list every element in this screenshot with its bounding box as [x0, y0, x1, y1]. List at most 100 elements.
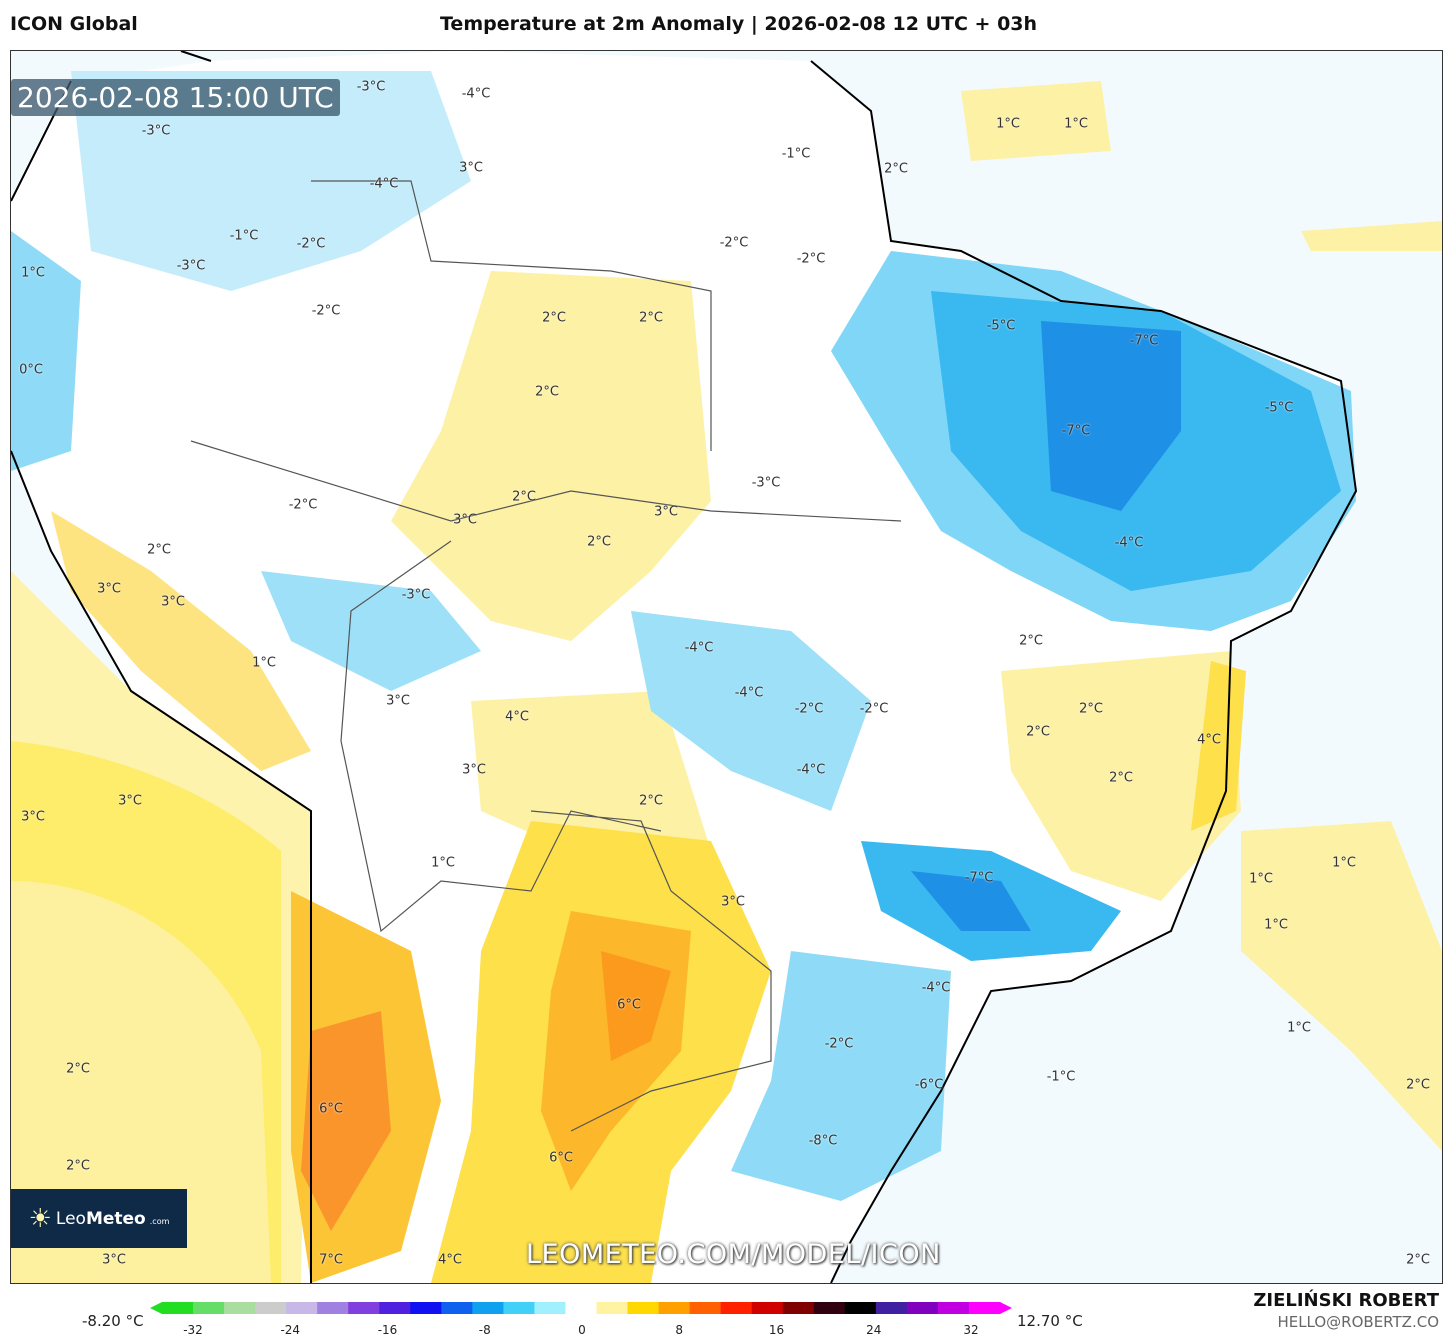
colorbar-swatch: [441, 1302, 473, 1314]
contour-label: -1°C: [229, 228, 259, 244]
contour-label: -2°C: [794, 701, 824, 717]
contour-label: -7°C: [1129, 333, 1159, 349]
colorbar-min-arrow: [150, 1302, 162, 1314]
colorbar-tick-label: -32: [183, 1323, 203, 1337]
contour-label: 1°C: [431, 855, 455, 871]
colorbar-swatch: [255, 1302, 287, 1314]
contour-label: -2°C: [824, 1036, 854, 1052]
contour-label: 1°C: [1249, 871, 1273, 887]
contour-label: -4°C: [461, 86, 491, 102]
contour-label: -2°C: [288, 497, 318, 513]
contour-label: 3°C: [118, 793, 142, 809]
contour-label: 3°C: [654, 504, 678, 520]
contour-label: -2°C: [859, 701, 889, 717]
contour-label: 2°C: [1026, 724, 1050, 740]
colorbar-tick-label: -16: [377, 1323, 398, 1337]
valid-time-badge: 2026-02-08 15:00 UTC: [11, 79, 340, 116]
colorbar-swatch: [596, 1302, 629, 1314]
coastline: [11, 51, 1358, 1283]
colorbar-swatch: [410, 1302, 442, 1314]
contour-label: -7°C: [1061, 423, 1091, 439]
contour-label: 2°C: [512, 489, 536, 505]
colorbar-swatch: [813, 1302, 846, 1314]
contour-label: 1°C: [1287, 1020, 1311, 1036]
contour-label: -2°C: [311, 303, 341, 319]
contour-label: -3°C: [176, 258, 206, 274]
colorbar-swatch: [844, 1302, 877, 1314]
colorbar-swatch: [782, 1302, 815, 1314]
contour-label: 3°C: [459, 160, 483, 176]
colorbar-swatch: [968, 1302, 1001, 1314]
contour-label: 6°C: [617, 997, 641, 1013]
colorbar-max-arrow: [1000, 1302, 1012, 1314]
contour-label: -4°C: [921, 980, 951, 996]
colorbar-swatch: [565, 1302, 598, 1314]
contour-label: -1°C: [781, 146, 811, 162]
contour-label: -3°C: [356, 79, 386, 95]
contour-label: 2°C: [884, 161, 908, 177]
contour-label: -2°C: [796, 251, 826, 267]
contour-label: 3°C: [462, 762, 486, 778]
colorbar-swatch: [317, 1302, 349, 1314]
colorbar-swatch: [658, 1302, 691, 1314]
contour-label: 2°C: [66, 1158, 90, 1174]
contour-label: -4°C: [734, 685, 764, 701]
colorbar-swatch: [627, 1302, 660, 1314]
contour-label: 6°C: [319, 1101, 343, 1117]
contour-label: 1°C: [21, 265, 45, 281]
colorbar-max-label: 12.70 °C: [1017, 1312, 1083, 1330]
country-borders: [190, 180, 902, 1132]
contour-label: 3°C: [386, 693, 410, 709]
chart-title: Temperature at 2m Anomaly | 2026-02-08 1…: [440, 13, 1038, 35]
contour-label: 3°C: [97, 581, 121, 597]
contour-label: 2°C: [1019, 633, 1043, 649]
contour-label: 2°C: [1406, 1252, 1430, 1268]
contour-label: -7°C: [964, 870, 994, 886]
contour-label: 4°C: [1197, 732, 1221, 748]
colorbar-tick-label: 8: [675, 1323, 684, 1337]
contour-label: 1°C: [252, 655, 276, 671]
contour-label: -4°C: [1114, 535, 1144, 551]
colorbar-swatch: [906, 1302, 939, 1314]
colorbar-swatch: [534, 1302, 566, 1314]
colorbar-tick-label: -8: [478, 1323, 491, 1337]
contour-label: 2°C: [542, 310, 566, 326]
colorbar-swatch: [286, 1302, 318, 1314]
contour-label: -3°C: [401, 587, 431, 603]
contour-label: 2°C: [147, 542, 171, 558]
colorbar-swatch: [503, 1302, 535, 1314]
contour-label: -2°C: [296, 236, 326, 252]
model-name: ICON Global: [10, 13, 138, 35]
contour-label: 2°C: [587, 534, 611, 550]
logo-text-com: .com: [149, 1216, 170, 1226]
colorbar-swatch: [875, 1302, 908, 1314]
colorbar-tick-label: 24: [866, 1323, 882, 1337]
contour-label: 2°C: [639, 793, 663, 809]
colorbar-swatch: [379, 1302, 411, 1314]
contour-label: 3°C: [21, 809, 45, 825]
contour-label: 0°C: [19, 362, 43, 378]
colorbar-swatch: [751, 1302, 784, 1314]
contour-label: 2°C: [535, 384, 559, 400]
colorbar-swatch: [472, 1302, 504, 1314]
contour-label: 1°C: [1264, 917, 1288, 933]
contour-label: -6°C: [914, 1077, 944, 1093]
colorbar-swatch: [937, 1302, 970, 1314]
contour-label: -8°C: [808, 1133, 838, 1149]
anomaly-map[interactable]: 2026-02-08 15:00 UTC 1°C 1°C -3°C -4°C -3°C 3…: [10, 50, 1443, 1284]
colorbar-swatch: [224, 1302, 256, 1314]
colorbar: [150, 1302, 1012, 1314]
contour-label: 3°C: [721, 894, 745, 910]
contour-label: -3°C: [751, 475, 781, 491]
warm-anomaly-central: [391, 271, 711, 641]
colorbar-swatch: [348, 1302, 380, 1314]
contour-label: 1°C: [1064, 116, 1088, 132]
contour-label: 4°C: [505, 709, 529, 725]
map-field: [11, 51, 1442, 1283]
colorbar-min-label: -8.20 °C: [82, 1312, 144, 1330]
colorbar-tick-label: 16: [768, 1323, 785, 1337]
contour-label: -2°C: [719, 235, 749, 251]
colorbar-swatch: [193, 1302, 225, 1314]
contour-label: -3°C: [141, 123, 171, 139]
colorbar-tick-label: 0: [578, 1323, 586, 1337]
